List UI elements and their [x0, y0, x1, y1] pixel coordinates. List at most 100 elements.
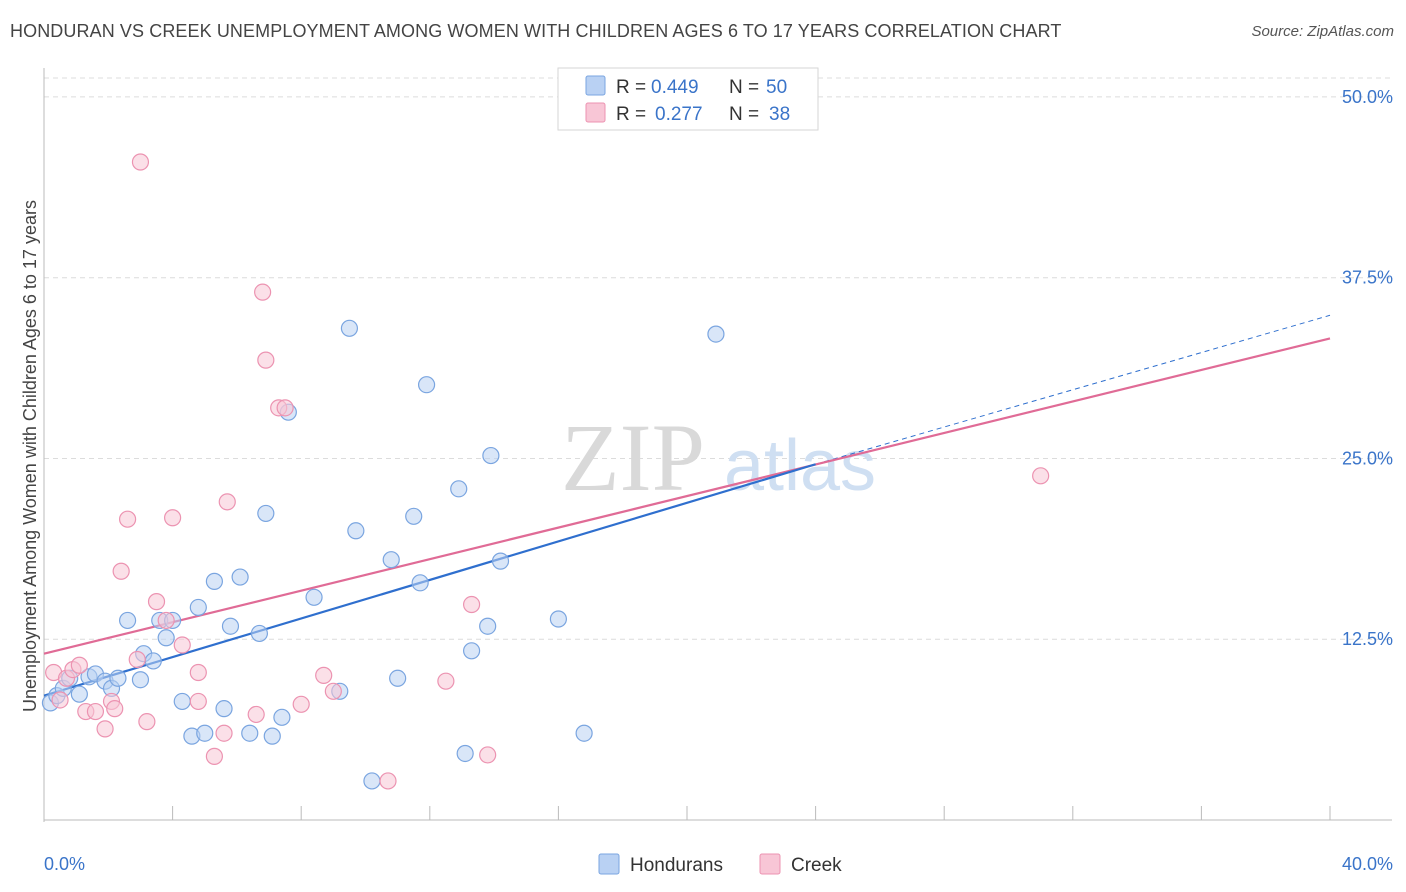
grid-lines [44, 77, 1390, 640]
point-creek [138, 713, 156, 731]
y-tick-label: 50.0% [1342, 87, 1393, 107]
point-hondurans [196, 724, 214, 742]
point-hondurans [405, 507, 423, 525]
data-points [41, 91, 1050, 790]
point-creek [118, 510, 137, 528]
watermark-zip: ZIP [561, 404, 705, 511]
y-tick-labels: 12.5% 25.0% 37.5% 50.0% [1342, 87, 1393, 649]
point-hondurans [450, 480, 468, 498]
point-creek [189, 663, 207, 682]
point-hondurans [707, 325, 725, 343]
point-creek [292, 695, 310, 713]
point-creek [128, 650, 146, 669]
point-creek [131, 153, 150, 171]
point-creek [173, 636, 191, 654]
point-hondurans [382, 551, 400, 569]
point-hondurans [411, 574, 429, 592]
legend-label-hondurans: Hondurans [630, 855, 723, 876]
y-tick-label: 37.5% [1342, 268, 1393, 288]
point-creek [315, 666, 333, 684]
point-creek [324, 682, 342, 700]
legend-swatch-creek [759, 853, 781, 875]
stats-r-value-hondurans: 0.449 [651, 77, 699, 98]
x-tick-label: 40.0% [1342, 854, 1393, 874]
point-hondurans [144, 652, 162, 670]
point-creek [106, 700, 124, 718]
point-hondurans [491, 552, 510, 570]
point-hondurans [215, 700, 233, 718]
point-creek [157, 611, 175, 630]
point-hondurans [205, 572, 223, 590]
point-hondurans [575, 724, 593, 742]
point-creek [254, 283, 272, 301]
point-hondurans [340, 319, 359, 337]
point-hondurans [241, 724, 259, 742]
point-hondurans [189, 598, 207, 617]
axes [43, 68, 1392, 822]
y-tick-label: 25.0% [1342, 448, 1393, 468]
stats-n-value-hondurans: 50 [766, 77, 787, 98]
point-hondurans [482, 446, 500, 465]
point-creek [164, 509, 182, 527]
stats-legend: R = 0.449 N = 50 R = 0.277 N = 38 [557, 67, 819, 131]
point-creek [1032, 467, 1050, 485]
point-hondurans [305, 588, 323, 606]
point-creek [147, 593, 166, 611]
stats-swatch-creek [585, 102, 606, 123]
point-creek [462, 595, 481, 614]
point-hondurans [549, 610, 568, 628]
point-hondurans [417, 376, 436, 394]
point-hondurans [157, 629, 175, 647]
stats-n-label-hondurans: N = [729, 77, 759, 98]
stats-n-value-creek: 38 [769, 104, 790, 125]
point-hondurans [273, 708, 291, 726]
point-hondurans [109, 669, 127, 687]
point-hondurans [479, 617, 497, 635]
stats-r-label-hondurans: R = [616, 77, 646, 98]
point-creek [218, 493, 236, 511]
point-creek [215, 724, 233, 742]
point-hondurans [257, 504, 275, 523]
point-creek [479, 746, 497, 764]
series-legend: Hondurans Creek [598, 853, 842, 876]
point-creek [437, 672, 455, 690]
stats-swatch-hondurans [585, 75, 606, 96]
y-axis-title: Unemployment Among Women with Children A… [20, 200, 40, 712]
point-hondurans [173, 692, 191, 711]
watermark-atlas: atlas [724, 426, 876, 506]
point-hondurans [462, 642, 481, 660]
point-creek [379, 772, 397, 790]
point-creek [96, 720, 114, 738]
stats-r-label-creek: R = [616, 104, 646, 125]
x-tick-labels: 0.0% 40.0% [44, 854, 1393, 874]
point-creek [86, 702, 105, 721]
point-creek [70, 656, 88, 674]
trendlines [43, 314, 1331, 697]
stats-n-label-creek: N = [729, 104, 759, 125]
watermark: ZIP atlas [561, 404, 876, 511]
point-creek [276, 399, 294, 417]
point-creek [112, 562, 130, 580]
point-hondurans [347, 522, 365, 540]
point-hondurans [363, 772, 381, 790]
y-tick-label: 12.5% [1342, 629, 1393, 649]
point-creek [205, 747, 223, 765]
point-creek [51, 691, 69, 709]
point-hondurans [131, 671, 150, 689]
point-hondurans [389, 669, 407, 687]
stats-r-value-creek: 0.277 [655, 104, 703, 125]
point-creek [257, 351, 275, 369]
legend-label-creek: Creek [791, 855, 842, 876]
trendline-hondurans [43, 463, 816, 697]
point-hondurans [70, 685, 88, 703]
chart-title: HONDURAN VS CREEK UNEMPLOYMENT AMONG WOM… [10, 21, 1062, 41]
point-hondurans [250, 624, 269, 643]
point-hondurans [456, 744, 474, 763]
point-hondurans [118, 611, 137, 630]
point-hondurans [221, 617, 240, 635]
trendline-creek [43, 337, 1331, 655]
point-creek [189, 692, 207, 711]
source-label: Source: ZipAtlas.com [1251, 23, 1394, 40]
x-tick-label: 0.0% [44, 854, 85, 874]
